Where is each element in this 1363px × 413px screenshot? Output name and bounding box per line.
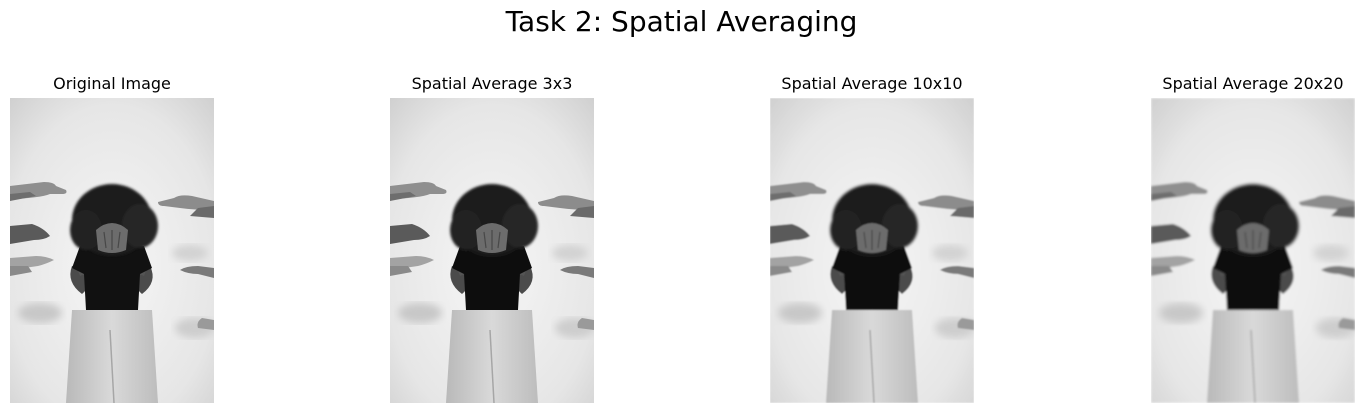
panel-title: Spatial Average 10x10 xyxy=(781,74,963,93)
average-3x3-image xyxy=(390,98,594,403)
panel-average-3x3: Spatial Average 3x3 xyxy=(390,72,594,404)
average-20x20-image xyxy=(1151,98,1355,403)
panel-average-10x10: Spatial Average 10x10 xyxy=(770,72,974,404)
panel-title: Original Image xyxy=(53,74,171,93)
panel-title: Spatial Average 3x3 xyxy=(411,74,573,93)
panel-title: Spatial Average 20x20 xyxy=(1162,74,1344,93)
original-image xyxy=(10,98,214,403)
panel-average-20x20: Spatial Average 20x20 xyxy=(1151,72,1355,404)
panel-original: Original Image xyxy=(10,72,214,404)
figure-suptitle: Task 2: Spatial Averaging xyxy=(505,5,858,38)
average-10x10-image xyxy=(770,98,974,403)
